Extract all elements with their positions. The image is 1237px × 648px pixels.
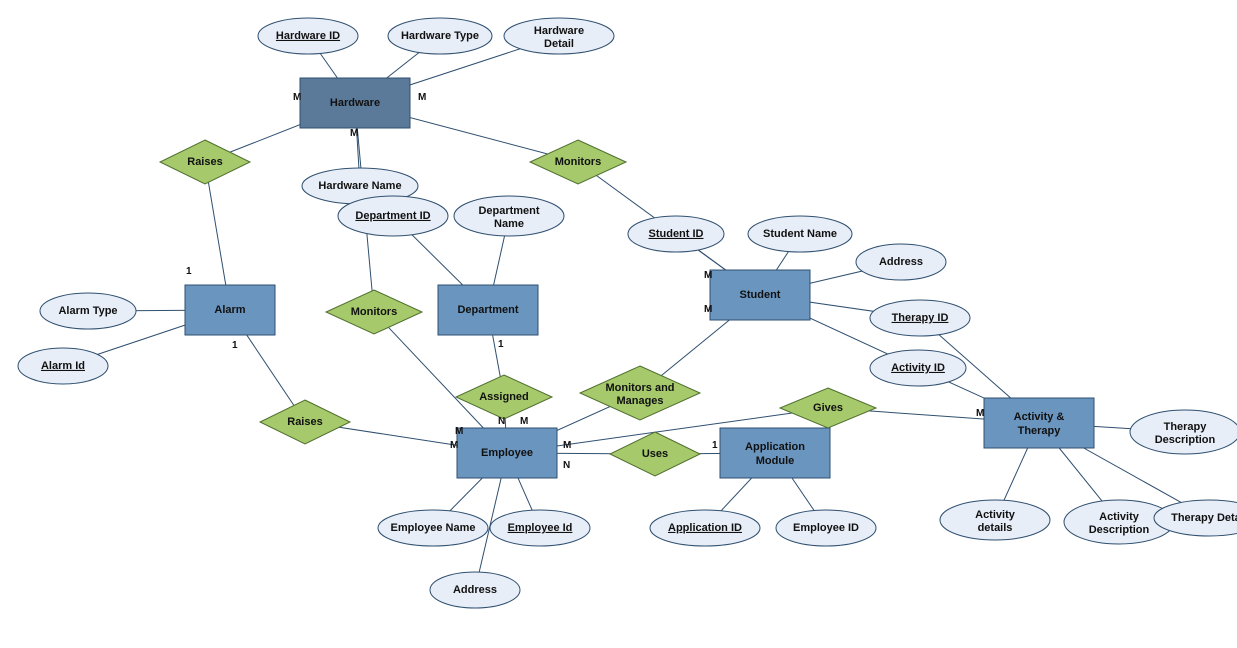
relationship-gives: Gives (780, 388, 876, 428)
relationship-label: Assigned (479, 391, 529, 403)
relationship-monitors1: Monitors (530, 140, 626, 184)
shapes-layer: Hardware Alarm Department Student Employee Ap… (18, 18, 1237, 608)
attribute-label: Alarm Id (41, 360, 85, 372)
relationship-label: Gives (813, 402, 843, 414)
relationship-label: Raises (187, 156, 222, 168)
attribute-stu_addr: Address (856, 244, 946, 280)
entity-department: Department (438, 285, 538, 335)
attribute-emp_id: Employee Id (490, 510, 590, 546)
cardinality: M (350, 128, 358, 139)
relationship-monitors2: Monitors (326, 290, 422, 334)
attribute-ther_desc: TherapyDescription (1130, 410, 1237, 454)
attribute-label: Employee Id (508, 522, 573, 534)
entity-student: Student (710, 270, 810, 320)
svg-text:Name: Name (494, 218, 524, 230)
attribute-label: Hardware (534, 25, 584, 37)
attribute-stu_id: Student ID (628, 216, 724, 252)
relationship-raises1: Raises (160, 140, 250, 184)
svg-text:Description: Description (1155, 434, 1216, 446)
attribute-hw_id: Hardware ID (258, 18, 358, 54)
entity-label: Alarm (214, 304, 245, 316)
cardinality: M (450, 440, 458, 451)
attribute-hw_detail: HardwareDetail (504, 18, 614, 54)
attribute-stu_ther: Therapy ID (870, 300, 970, 336)
attribute-app_id: Application ID (650, 510, 760, 546)
attribute-label: Activity (1099, 511, 1140, 523)
entity-hardware: Hardware (300, 78, 410, 128)
cardinality: M (704, 304, 712, 315)
attribute-label: Application ID (668, 522, 742, 534)
relationship-label: Monitors (555, 156, 601, 168)
cardinality: 1 (186, 266, 192, 277)
entity-employee: Employee (457, 428, 557, 478)
attribute-label: Activity (975, 509, 1016, 521)
relationship-label: Uses (642, 448, 668, 460)
cardinality: M (293, 92, 301, 103)
attribute-act_det: Activitydetails (940, 500, 1050, 540)
attribute-label: Department (478, 205, 539, 217)
cardinality: M (455, 426, 463, 437)
relationship-label: Monitors and (605, 382, 674, 394)
attribute-dept_id: Department ID (338, 196, 448, 236)
attribute-alarm_type: Alarm Type (40, 293, 136, 329)
attribute-label: Activity ID (891, 362, 945, 374)
cardinality: M (418, 92, 426, 103)
attribute-stu_act: Activity ID (870, 350, 966, 386)
cardinality: M (563, 440, 571, 451)
svg-text:Description: Description (1089, 524, 1150, 536)
entity-label: Employee (481, 447, 533, 459)
attribute-emp_addr: Address (430, 572, 520, 608)
attribute-label: Therapy ID (892, 312, 949, 324)
svg-text:Module: Module (756, 455, 795, 467)
svg-text:Detail: Detail (544, 38, 574, 50)
relationship-label: Raises (287, 416, 322, 428)
attribute-app_emp: Employee ID (776, 510, 876, 546)
cardinality: 1 (498, 339, 504, 350)
relationship-label: Monitors (351, 306, 397, 318)
attribute-emp_name: Employee Name (378, 510, 488, 546)
attribute-hw_type: Hardware Type (388, 18, 492, 54)
entity-label: Activity & (1014, 411, 1065, 423)
er-diagram: Hardware Alarm Department Student Employee Ap… (0, 0, 1237, 648)
svg-text:Manages: Manages (616, 395, 663, 407)
attribute-label: Hardware ID (276, 30, 340, 42)
attribute-label: Address (453, 584, 497, 596)
cardinality: 1 (232, 340, 238, 351)
relationship-uses: Uses (610, 432, 700, 476)
svg-text:Therapy: Therapy (1018, 425, 1062, 437)
attribute-dept_name: DepartmentName (454, 196, 564, 236)
attribute-label: Hardware Type (401, 30, 479, 42)
cardinality: M (976, 408, 984, 419)
attribute-label: Hardware Name (318, 180, 401, 192)
entity-appmod: Application Module (720, 428, 830, 478)
attribute-label: Student Name (763, 228, 837, 240)
attribute-label: Alarm Type (58, 305, 117, 317)
cardinality: 1 (712, 440, 718, 451)
cardinality: M (704, 270, 712, 281)
attribute-label: Address (879, 256, 923, 268)
cardinality: N (498, 416, 505, 427)
attribute-label: Department ID (355, 210, 430, 222)
entity-label: Department (457, 304, 518, 316)
entity-activity: Activity & Therapy (984, 398, 1094, 448)
attribute-stu_name: Student Name (748, 216, 852, 252)
entity-label: Application (745, 441, 805, 453)
relationship-raises2: Raises (260, 400, 350, 444)
attribute-label: Therapy Detail (1171, 512, 1237, 524)
cardinality: M (520, 416, 528, 427)
relationship-assigned: Assigned (456, 375, 552, 419)
attribute-label: Employee Name (391, 522, 476, 534)
cardinality: N (563, 460, 570, 471)
svg-text:details: details (978, 522, 1013, 534)
attribute-label: Therapy (1164, 421, 1208, 433)
entity-label: Student (740, 289, 781, 301)
attribute-label: Employee ID (793, 522, 859, 534)
attribute-label: Student ID (649, 228, 704, 240)
entity-alarm: Alarm (185, 285, 275, 335)
attribute-alarm_id: Alarm Id (18, 348, 108, 384)
entity-label: Hardware (330, 97, 380, 109)
